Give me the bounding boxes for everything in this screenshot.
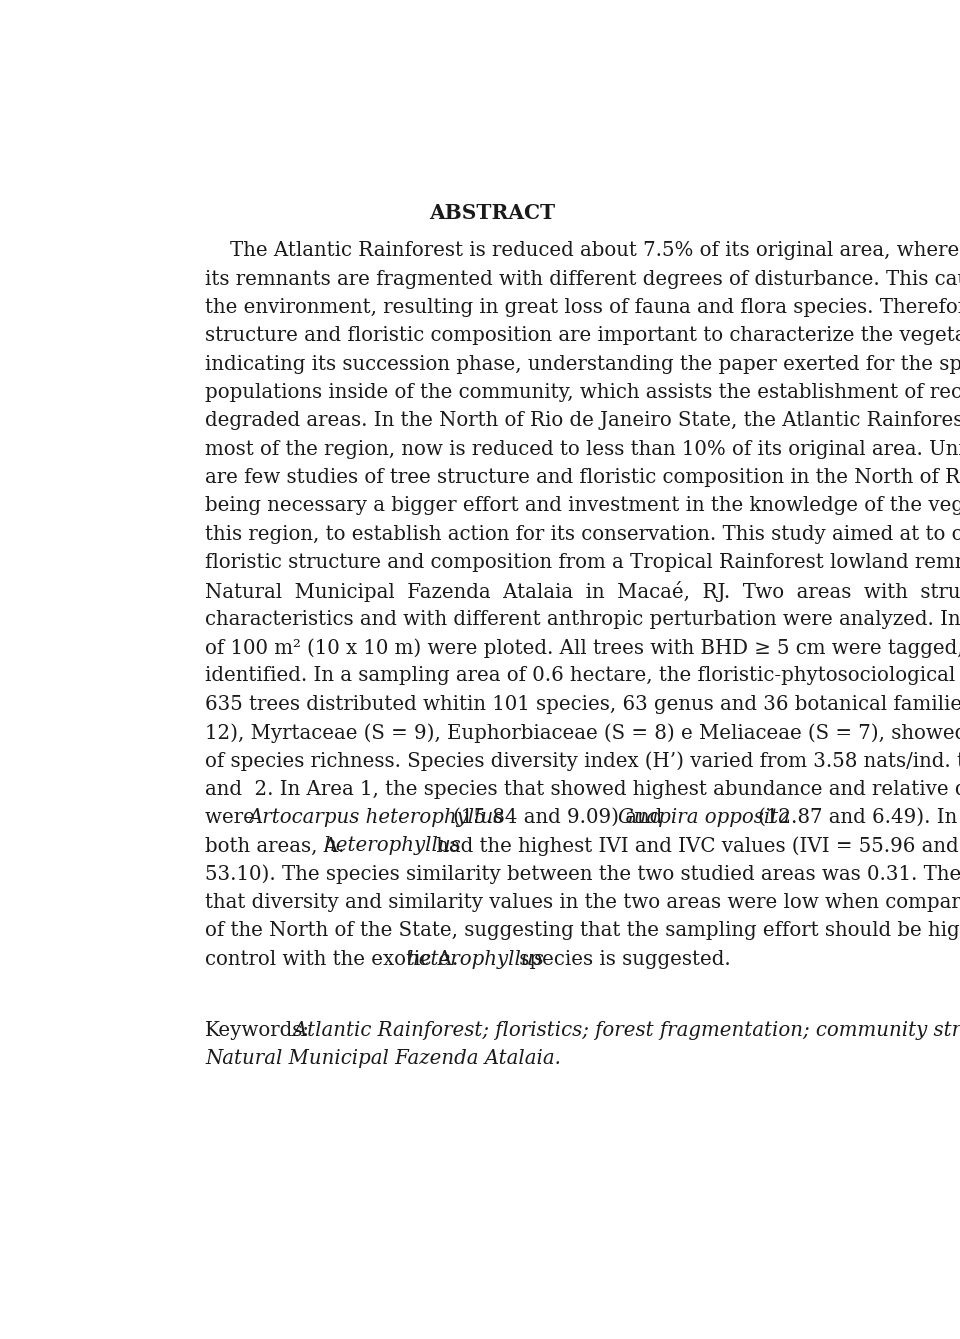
Text: that diversity and similarity values in the two areas were low when compared wit: that diversity and similarity values in … — [205, 893, 960, 912]
Text: 12), Myrtaceae (S = 9), Euphorbiaceae (S = 8) e Meliaceae (S = 7), showed the hi: 12), Myrtaceae (S = 9), Euphorbiaceae (S… — [205, 723, 960, 743]
Text: 53.10). The species similarity between the two studied areas was 0.31. The resul: 53.10). The species similarity between t… — [205, 865, 960, 885]
Text: the environment, resulting in great loss of fauna and flora species. Therefore, : the environment, resulting in great loss… — [205, 299, 960, 317]
Text: this region, to establish action for its conservation. This study aimed at to ch: this region, to establish action for its… — [205, 525, 960, 544]
Text: Atlantic Rainforest; floristics; forest fragmentation; community structure; Parq: Atlantic Rainforest; floristics; forest … — [287, 1020, 960, 1039]
Text: 635 trees distributed whitin 101 species, 63 genus and 36 botanical families. Fa: 635 trees distributed whitin 101 species… — [205, 695, 960, 715]
Text: (12.87 and 6.49). In: (12.87 and 6.49). In — [752, 809, 957, 828]
Text: ABSTRACT: ABSTRACT — [429, 204, 555, 224]
Text: were: were — [205, 809, 261, 828]
Text: Artocarpus heterophyllus: Artocarpus heterophyllus — [249, 809, 504, 828]
Text: populations inside of the community, which assists the establishment of recovery: populations inside of the community, whi… — [205, 383, 960, 402]
Text: are few studies of tree structure and floristic composition in the North of Rio : are few studies of tree structure and fl… — [205, 469, 960, 487]
Text: being necessary a bigger effort and investment in the knowledge of the vegetal b: being necessary a bigger effort and inve… — [205, 497, 960, 516]
Text: indicating its succession phase, understanding the paper exerted for the species: indicating its succession phase, underst… — [205, 355, 960, 374]
Text: heterophyllus: heterophyllus — [324, 837, 461, 856]
Text: floristic structure and composition from a Tropical Rainforest lowland remnant i: floristic structure and composition from… — [205, 553, 960, 572]
Text: species is suggested.: species is suggested. — [514, 949, 731, 969]
Text: heterophyllus: heterophyllus — [406, 949, 544, 969]
Text: of 100 m² (10 x 10 m) were ploted. All trees with BHD ≥ 5 cm were tagged, sample: of 100 m² (10 x 10 m) were ploted. All t… — [205, 639, 960, 657]
Text: most of the region, now is reduced to less than 10% of its original area. Unfort: most of the region, now is reduced to le… — [205, 439, 960, 459]
Text: of the North of the State, suggesting that the sampling effort should be higher.: of the North of the State, suggesting th… — [205, 921, 960, 940]
Text: characteristics and with different anthropic perturbation were analyzed. In each: characteristics and with different anthr… — [205, 609, 960, 629]
Text: degraded areas. In the North of Rio de Janeiro State, the Atlantic Rainforest us: degraded areas. In the North of Rio de J… — [205, 411, 960, 430]
Text: (15.84 and 9.09) and: (15.84 and 9.09) and — [446, 809, 668, 828]
Text: control with the exotic A.: control with the exotic A. — [205, 949, 465, 969]
Text: its remnants are fragmented with different degrees of disturbance. This causes g: its remnants are fragmented with differe… — [205, 269, 960, 289]
Text: had the highest IVI and IVC values (IVI = 55.96 and IVC =: had the highest IVI and IVC values (IVI … — [430, 837, 960, 856]
Text: and  2. In Area 1, the species that showed highest abundance and relative densit: and 2. In Area 1, the species that showe… — [205, 779, 960, 799]
Text: both areas, A.: both areas, A. — [205, 837, 357, 856]
Text: Natural Municipal Fazenda Atalaia.: Natural Municipal Fazenda Atalaia. — [205, 1048, 562, 1069]
Text: of species richness. Species diversity index (H’) varied from 3.58 nats/ind. to : of species richness. Species diversity i… — [205, 751, 960, 771]
Text: Natural  Municipal  Fazenda  Atalaia  in  Macaé,  RJ.  Two  areas  with  structu: Natural Municipal Fazenda Atalaia in Mac… — [205, 581, 960, 603]
Text: Keywords:: Keywords: — [205, 1020, 310, 1039]
Text: structure and floristic composition are important to characterize the vegetal co: structure and floristic composition are … — [205, 327, 960, 345]
Text: The Atlantic Rainforest is reduced about 7.5% of its original area, where great : The Atlantic Rainforest is reduced about… — [205, 241, 960, 260]
Text: identified. In a sampling area of 0.6 hectare, the floristic-phytosociological s: identified. In a sampling area of 0.6 he… — [205, 667, 960, 686]
Text: Guapira opposita: Guapira opposita — [618, 809, 790, 828]
